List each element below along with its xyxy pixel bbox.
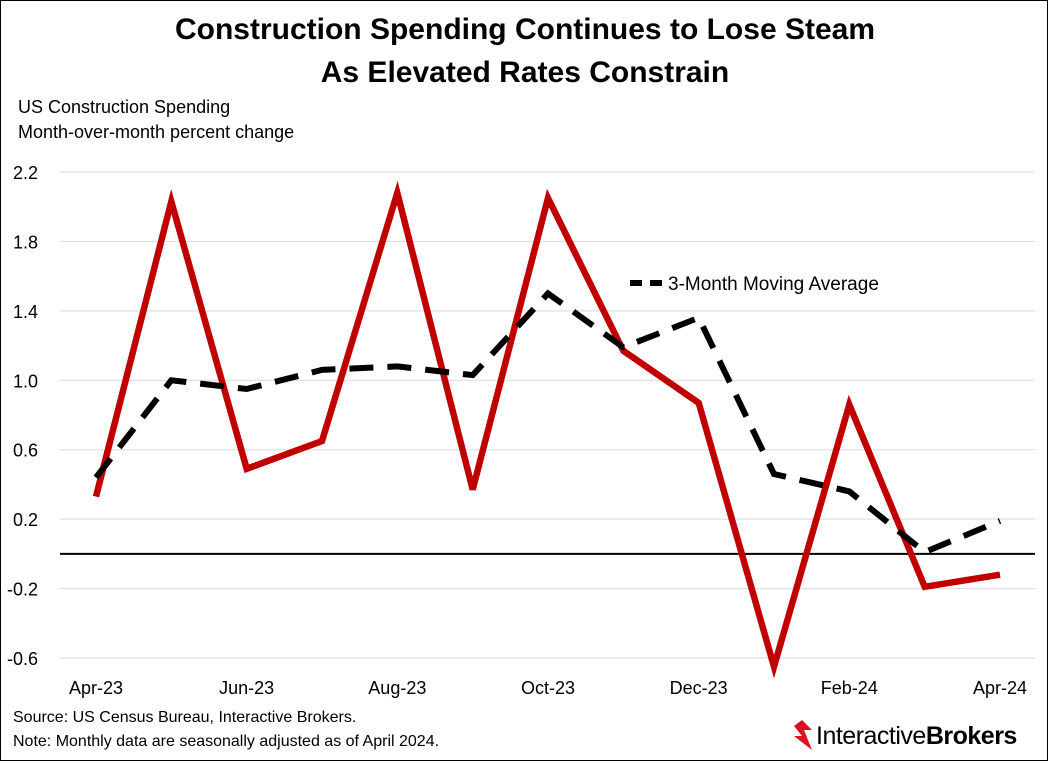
x-tick-label: Apr-23: [69, 678, 123, 698]
logo-wordmark: InteractiveBrokers: [816, 722, 1017, 751]
x-tick-label: Aug-23: [368, 678, 426, 698]
y-axis-label-line-2: Month-over-month percent change: [18, 122, 295, 142]
source-note: Source: US Census Bureau, Interactive Br…: [13, 709, 357, 726]
y-tick-label: 0.6: [13, 441, 38, 461]
y-tick-label: 1.0: [13, 371, 38, 391]
y-tick-label: 2.2: [13, 163, 38, 183]
x-tick-label: Feb-24: [821, 678, 878, 698]
x-tick-label: Jun-23: [219, 678, 274, 698]
logo-word-regular: Interactive: [816, 721, 926, 750]
ib-logo-icon: [794, 720, 812, 750]
y-tick-label: 1.4: [13, 302, 38, 322]
logo-word-bold: Brokers: [925, 721, 1018, 750]
y-tick-label: 0.2: [13, 510, 38, 530]
x-tick-label: Dec-23: [670, 678, 728, 698]
legend-label: 3-Month Moving Average: [668, 274, 879, 295]
chart-title-line-1: Construction Spending Continues to Lose …: [174, 13, 876, 46]
y-tick-label: -0.2: [7, 580, 38, 600]
series-line-moving-average: [93, 289, 1002, 556]
chart-title-line-2: As Elevated Rates Constrain: [320, 56, 730, 89]
y-tick-label: 1.8: [13, 232, 38, 252]
y-tick-label: -0.6: [7, 649, 38, 669]
x-tick-label: Apr-24: [973, 678, 1027, 698]
y-axis-label-line-1: US Construction Spending: [18, 97, 231, 117]
x-tick-label: Oct-23: [521, 678, 575, 698]
series-line-monthly: [92, 180, 1001, 679]
data-note: Note: Monthly data are seasonally adjust…: [13, 733, 440, 750]
interactive-brokers-logo: InteractiveBrokers: [790, 716, 1017, 756]
